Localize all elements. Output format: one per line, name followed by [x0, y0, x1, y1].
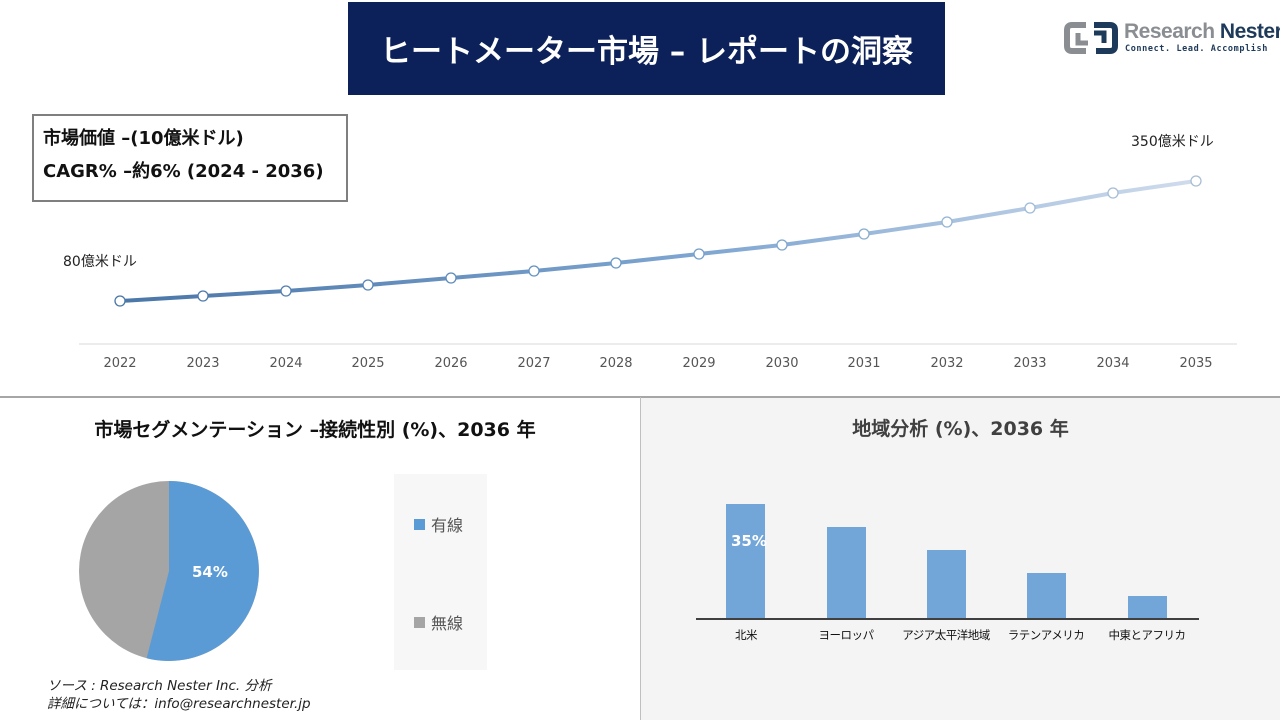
legend-swatch-wireless: [414, 616, 425, 628]
logo-brand: Research Nester: [1124, 20, 1280, 44]
bar-data-label: 35%: [731, 532, 767, 550]
x-tick-label: 2028: [599, 356, 633, 371]
line-chart-plot: [79, 175, 1237, 345]
legend-item-wireless: 無線: [414, 610, 463, 634]
source-note: ソース : Research Nester Inc. 分析 詳細については：in…: [47, 677, 311, 713]
legend-label-wired: 有線: [431, 516, 464, 535]
x-tick-label: 2024: [269, 356, 303, 371]
source-text: ソース : Research Nester Inc. 分析: [47, 678, 272, 694]
page-title-banner: ヒートメーター市場 – レポートの洞察: [348, 2, 945, 95]
x-tick-label: 2027: [517, 356, 551, 371]
data-point-markers: [114, 175, 1202, 307]
x-tick-label: 2029: [682, 356, 716, 371]
bar-north-america: [726, 504, 765, 618]
section-divider-vertical: [640, 397, 641, 720]
market-value-label: 市場価値 –(10億米ドル): [43, 128, 244, 149]
connectivity-pie-chart: [79, 481, 259, 661]
regional-analysis-panel: 地域分析 (%)、2036 年 35% 北米 ヨーロッパ アジア太平洋地域 ラテ…: [641, 398, 1280, 720]
x-tick-label: 2030: [765, 356, 799, 371]
bar-category-label: ヨーロッパ: [818, 628, 875, 642]
x-tick-label: 2026: [434, 356, 468, 371]
market-value-line-chart: [0, 100, 1280, 390]
x-tick-label: 2032: [930, 356, 964, 371]
logo-brand-nester: Nester: [1219, 20, 1280, 43]
start-value-label: 80億米ドル: [63, 254, 137, 270]
x-tick-label: 2035: [1179, 356, 1213, 371]
pie-data-label: 54%: [192, 563, 228, 581]
bar-category-label: 中東とアフリカ: [1108, 628, 1187, 642]
x-tick-label: 2025: [351, 356, 385, 371]
legend-swatch-wired: [414, 518, 425, 530]
segmentation-title: 市場セグメンテーション –接続性別 (%)、2036 年: [94, 419, 536, 441]
logo-mark-icon: [1064, 22, 1118, 54]
legend-label-wireless: 無線: [431, 614, 464, 633]
legend-item-wired: 有線: [414, 512, 463, 536]
pie-legend: 有線 無線: [394, 474, 487, 670]
bar-x-axis: [696, 618, 1199, 620]
x-tick-label: 2022: [103, 356, 137, 371]
bar-latin-america: [1027, 573, 1066, 618]
bar-europe: [827, 527, 866, 618]
page-title: ヒートメーター市場 – レポートの洞察: [379, 34, 914, 70]
logo-tagline: Connect. Lead. Accomplish: [1125, 44, 1268, 54]
bar-category-label: アジア太平洋地域: [902, 628, 990, 642]
contact-text: 詳細については：info@researchnester.jp: [47, 696, 311, 712]
logo-brand-research: Research: [1124, 20, 1215, 43]
end-value-label: 350億米ドル: [1131, 134, 1214, 150]
market-info-box: 市場価値 –(10億米ドル) CAGR% –約6% (2024 - 2036): [32, 114, 348, 202]
pie-slice-wired: [146, 481, 259, 661]
x-tick-label: 2033: [1013, 356, 1047, 371]
cagr-label: CAGR% –約6% (2024 - 2036): [43, 161, 324, 182]
x-tick-label: 2031: [847, 356, 881, 371]
bar-middle-east-africa: [1128, 596, 1167, 618]
research-nester-logo: Research Nester Connect. Lead. Accomplis…: [1064, 18, 1280, 58]
x-tick-label: 2023: [186, 356, 220, 371]
regional-title: 地域分析 (%)、2036 年: [852, 418, 1069, 440]
bar-category-label: 北米: [735, 628, 758, 642]
x-tick-label: 2034: [1096, 356, 1130, 371]
bar-category-label: ラテンアメリカ: [1007, 628, 1085, 642]
bar-asia-pacific: [927, 550, 966, 618]
